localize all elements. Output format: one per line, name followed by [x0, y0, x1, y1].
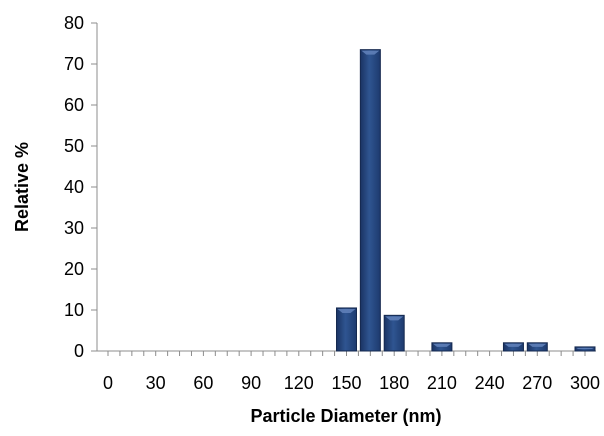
x-tick-label: 30: [146, 373, 166, 393]
x-tick-label: 90: [241, 373, 261, 393]
y-tick-label: 70: [64, 54, 84, 74]
y-tick-label: 40: [64, 177, 84, 197]
x-tick-label: 60: [193, 373, 213, 393]
bar: [359, 49, 381, 352]
bar-highlight: [576, 347, 594, 349]
x-tick-label: 210: [427, 373, 457, 393]
y-tick-label: 0: [74, 341, 84, 361]
x-tick-label: 120: [284, 373, 314, 393]
bar-highlight: [361, 50, 380, 55]
x-tick-label: 150: [331, 373, 361, 393]
bar-highlight: [432, 343, 451, 347]
bar-highlight: [528, 343, 547, 347]
x-axis-title: Particle Diameter (nm): [250, 406, 441, 426]
x-tick-label: 300: [570, 373, 600, 393]
x-tick-label: 0: [103, 373, 113, 393]
y-tick-label: 20: [64, 259, 84, 279]
bar-highlight: [504, 343, 523, 347]
bar: [336, 307, 357, 352]
bar-highlight: [385, 316, 404, 321]
y-tick-label: 80: [64, 13, 84, 33]
x-tick-label: 240: [475, 373, 505, 393]
bar-highlight: [337, 308, 356, 313]
y-tick-label: 30: [64, 218, 84, 238]
bar: [383, 314, 405, 352]
x-tick-label: 270: [522, 373, 552, 393]
y-tick-label: 50: [64, 136, 84, 156]
y-tick-label: 60: [64, 95, 84, 115]
x-tick-label: 180: [379, 373, 409, 393]
plot-area: 0 10 20 30 40 50 60 70 80 0 30 60 90 120 150 180 210 240 2…: [64, 13, 600, 393]
y-tick-label: 10: [64, 300, 84, 320]
y-axis-title: Relative %: [12, 142, 32, 232]
